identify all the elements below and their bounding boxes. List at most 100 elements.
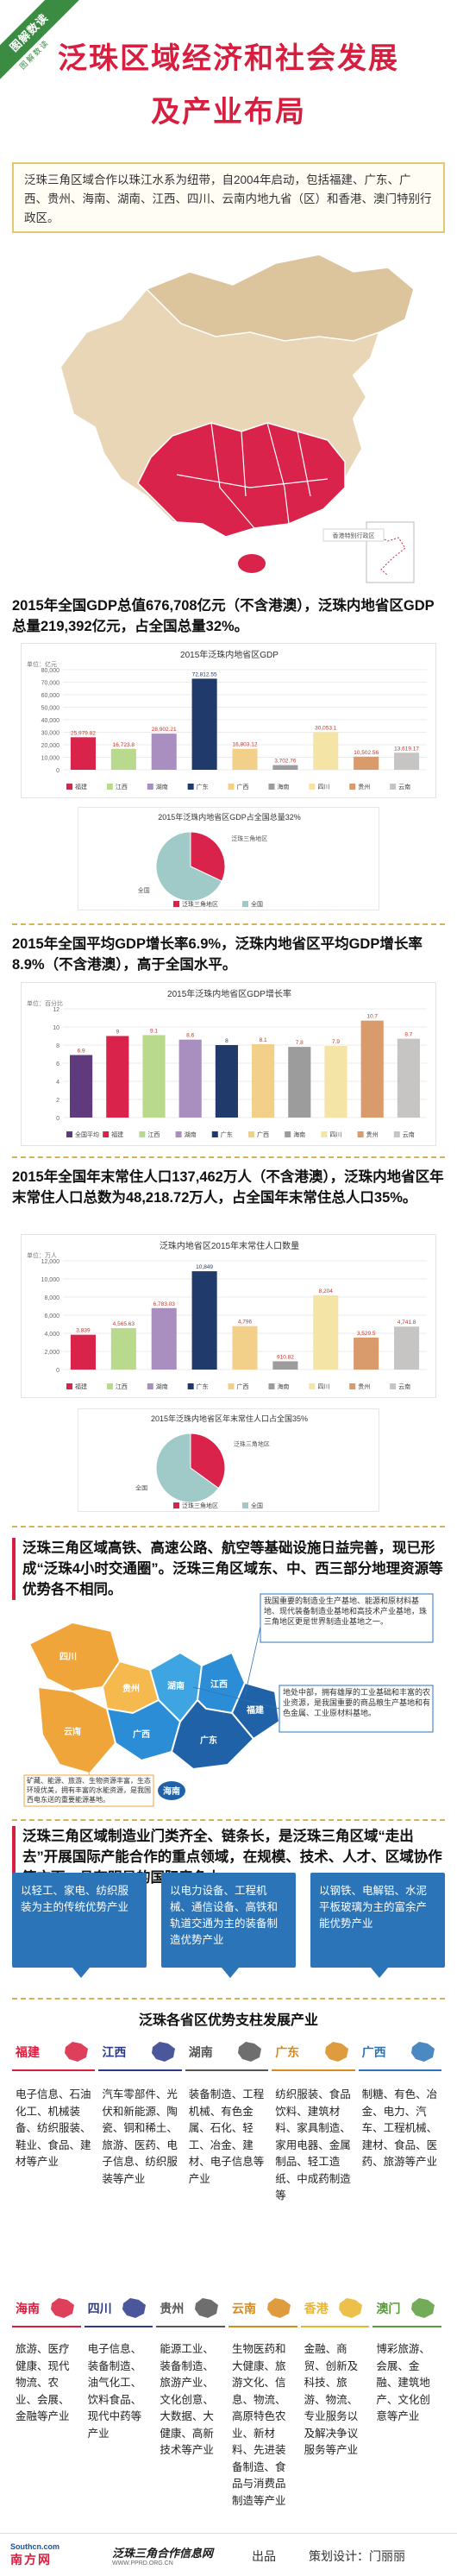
intro-box: 泛珠三角区域合作以珠江水系为纽带，自2004年启动，包括福建、广东、广西、贵州、… — [12, 162, 445, 233]
traffic-map: 四川 贵州 云南 广西 湖南 江西 福建 广东 海南 我国重要的制造业生产基地、能源和原材料基地… — [21, 1592, 436, 1808]
population-pie-chart: 2015年泛珠内地省区年末常住人口占全国35% 泛珠三角地区 全国 泛珠三角地区 全国 — [78, 1408, 379, 1512]
gdp-pie-legend-swatch-0 — [173, 901, 179, 907]
industries-row-1: 福建 江西 湖南 广东 广西 电子信息、石油化工、机械装备、纺织服装、鞋业、食品、建材等… — [12, 2035, 445, 2285]
population-chart-legend-label-4: 广西 — [237, 1382, 249, 1390]
header: 图解数读 图解数读 泛珠区域经济和社会发展 及产业布局 — [0, 0, 457, 160]
southcn-logo: Southcn.com 南方网 — [10, 2542, 64, 2568]
industry-row1-text-3: 纺织服装、食品饮料、建筑材料、家具制造、家用电器、金属制品、轻工造纸、中成药制造… — [275, 2088, 351, 2201]
population-chart-legend-swatch-4 — [228, 1383, 235, 1389]
traffic-heading: 泛珠三角区域高铁、高速公路、航空等基础设施日益完善，现已形成“泛珠4小时交通圈”… — [12, 1538, 445, 1600]
growth-chart-legend-label-6: 海南 — [293, 1131, 305, 1138]
gdp-chart-bar-6 — [313, 732, 339, 770]
industry-row2-text-2: 能源工业、装备制造、旅游产业、文化创意、大数据、大健康、高新技术等产业 — [160, 2343, 214, 2456]
gdp-chart-ytick-3: 30,000 — [41, 731, 60, 737]
growth-bar-chart: 2015年泛珠内地省区GDP增长率 单位：百分比 0 2 4 6 8 10 12 6.9 9 9.1 8… — [21, 982, 436, 1146]
industry-row2-province-shape-icon-5 — [410, 2298, 435, 2318]
pprd-inner-lines — [176, 422, 329, 529]
growth-chart-value-label-2: 9.1 — [150, 1028, 158, 1034]
producer-label: 出品 — [252, 2549, 276, 2563]
note-center-leader — [192, 1686, 280, 1710]
gdp-bar-chart: 2015年泛珠内地省区GDP 单位：亿元 0 10,000 20,000 30,000 40… — [21, 643, 436, 798]
industry-row1-province-shape-icon-4 — [410, 2042, 435, 2062]
industry-row1-head-3: 广东 — [272, 2035, 355, 2071]
gdp-chart-ytick-6: 60,000 — [41, 693, 60, 699]
growth-chart-value-label-9: 8.7 — [404, 1032, 412, 1038]
gdp-chart-bar-0 — [70, 737, 96, 770]
growth-chart-bar-4 — [215, 1045, 238, 1118]
map-label-0: 四川 — [59, 1652, 77, 1662]
population-pie-legend-label-1: 全国 — [251, 1502, 263, 1509]
gdp-bar-svg: 2015年泛珠内地省区GDP 单位：亿元 0 10,000 20,000 30,000 40… — [27, 649, 427, 790]
population-chart-value-label-7: 3,529.5 — [357, 1331, 376, 1337]
gdp-chart-legend-label-2: 湖南 — [156, 783, 168, 790]
growth-chart-value-label-8: 10.7 — [366, 1014, 378, 1020]
industry-row1-head-1: 江西 — [98, 2035, 182, 2071]
gdp-chart-legend-swatch-6 — [309, 784, 316, 790]
gdp-chart-bar-8 — [394, 753, 420, 770]
note-east: 我国重要的制造业生产基地、能源和原材料基地、现代装备制造业基地和高技术产业基地，… — [264, 1597, 428, 1626]
page-title-line1: 泛珠区域经济和社会发展 — [58, 42, 399, 75]
industry-row1-text-0: 电子信息、石油化工、机械装备、纺织服装、鞋业、食品、建材等产业 — [16, 2088, 91, 2168]
population-chart-legend-swatch-3 — [187, 1383, 194, 1389]
industry-row1-province-shape-icon-1 — [151, 2042, 175, 2062]
gdp-chart-value-label-3: 72,812.55 — [192, 671, 217, 677]
gdp-chart-value-label-7: 10,502.56 — [354, 750, 379, 756]
gdp-chart-value-label-8: 13,619.17 — [394, 746, 419, 752]
population-pie-slice-label-0: 泛珠三角地区 — [234, 1440, 270, 1448]
industry-row1-text-1: 汽车零部件、光伏和新能源、陶瓷、铜和稀土、旅游、医药、电子信息、纺织服装等产业 — [102, 2088, 178, 2185]
gdp-pie-slice-0 — [190, 831, 226, 882]
divider-2 — [12, 1156, 445, 1158]
map-label-8: 海南 — [163, 1786, 180, 1797]
industry-row1-head-4: 广西 — [358, 2035, 441, 2071]
population-chart-ytick-0: 0 — [56, 1368, 59, 1374]
growth-chart-ytick-2: 4 — [56, 1080, 59, 1086]
growth-chart-bar-7 — [324, 1046, 347, 1118]
gdp-pie-slice-label-1: 全国 — [138, 886, 150, 894]
growth-chart-bar-2 — [142, 1035, 166, 1118]
population-chart-value-label-5: 910.82 — [277, 1354, 294, 1360]
gdp-chart-ytick-0: 0 — [56, 768, 59, 774]
gdp-pie-title: 2015年泛珠内地省区GDP占全国总量32% — [158, 812, 301, 822]
gdp-chart-value-label-2: 28,902.21 — [152, 727, 177, 733]
industries-title: 泛珠各省区优势支柱发展产业 — [138, 2013, 318, 2028]
industry-row1-text-2: 装备制造、工程机械、有色金属、石化、轻工、冶金、建材、电子信息等产业 — [188, 2088, 265, 2185]
pprd-logo-main: 泛珠三角合作信息网 — [112, 2547, 214, 2560]
gdp-chart-value-label-6: 30,053.1 — [315, 725, 337, 731]
planner-credit: 策划设计：门丽丽 — [309, 2549, 405, 2563]
gdp-chart-legend-swatch-5 — [268, 784, 275, 790]
gdp-chart-bar-1 — [110, 748, 136, 770]
growth-chart-legend-swatch-7 — [321, 1131, 328, 1137]
gdp-chart-value-label-1: 16,723.8 — [113, 742, 135, 748]
china-map: 香港特别行政区 — [26, 237, 431, 591]
growth-chart-value-label-7: 7.9 — [332, 1039, 340, 1045]
growth-chart-legend-swatch-0 — [66, 1131, 72, 1137]
gdp-chart-bar-3 — [191, 678, 217, 770]
population-chart-ytick-4: 8,000 — [44, 1295, 59, 1301]
population-chart-ytick-3: 6,000 — [44, 1313, 59, 1319]
advantage-box-2: 以电力设备、工程机械、通信设备、高铁和轨道交通为主的装备制造优势产业 — [161, 1873, 296, 1978]
pprd-logo-sub: WWW.PPRD.ORG.CN — [112, 2560, 173, 2567]
gdp-chart-ylabel: 单位：亿元 — [27, 660, 57, 668]
advantage-box-3: 以钢铁、电解铝、水泥平板玻璃为主的富余产能优势产业 — [310, 1873, 445, 1978]
industry-row2-name-5: 澳门 — [376, 2302, 401, 2315]
industries-row-2-heads: 海南 四川 贵州 云南 香港 澳门 — [12, 2291, 445, 2327]
population-chart-value-label-4: 4,796 — [238, 1319, 253, 1326]
population-chart-value-label-8: 4,741.8 — [398, 1319, 416, 1326]
growth-chart-legend-label-1: 福建 — [111, 1131, 123, 1138]
population-chart-bar-1 — [110, 1328, 136, 1370]
industry-row2-text-3: 生物医药和大健康、旅游文化、信息、物流、高原特色农业、新材料、先进装备制造、食品… — [232, 2343, 286, 2507]
map-guangdong — [170, 1698, 255, 1771]
gdp-pie-chart: 2015年泛珠内地省区GDP占全国总量32% 泛珠三角地区 全国 泛珠三角地区 全国 — [78, 807, 379, 910]
divider-1 — [12, 923, 445, 925]
growth-chart-legend-label-5: 广西 — [257, 1131, 269, 1138]
growth-chart-bar-8 — [360, 1020, 384, 1118]
south-sea-islands — [374, 534, 406, 576]
industry-row2-name-4: 香港 — [304, 2302, 329, 2315]
population-chart-legend-label-1: 江西 — [116, 1383, 128, 1390]
population-chart-value-label-1: 4,565.63 — [113, 1321, 135, 1327]
growth-chart-legend-label-7: 四川 — [329, 1131, 341, 1138]
south-sea-inset — [366, 521, 415, 583]
